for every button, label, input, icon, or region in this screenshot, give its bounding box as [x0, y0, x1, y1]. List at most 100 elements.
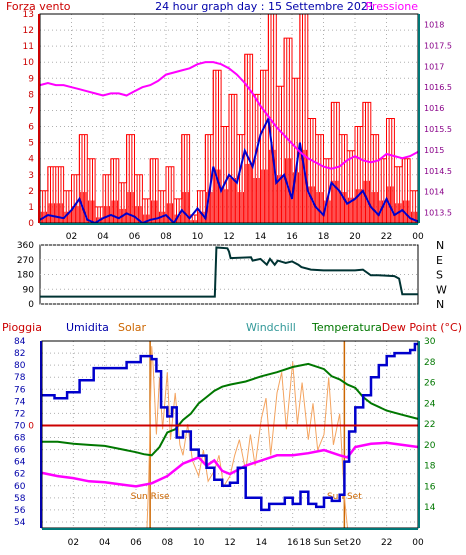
wind-direction-line [40, 246, 418, 298]
y-tick-label-pressure: 1015.5 [424, 125, 452, 134]
y-tick-label-humidity: 68 [14, 434, 26, 444]
y-tick-label-humidity: 76 [14, 385, 26, 395]
y-tick-label-wind: 7 [28, 106, 34, 116]
y-tick-label-pressure: 1017 [424, 62, 444, 71]
x-tick-label-bottom: 20 [350, 538, 362, 548]
temperature-label: Temperatura [311, 321, 382, 334]
y-tick-label-temperature: 20 [424, 441, 436, 451]
x-tick-label-bottom: 16 [287, 538, 299, 548]
x-tick-label-bottom: 10 [193, 538, 205, 548]
compass-label: N [436, 298, 444, 311]
y-tick-label-humidity: 84 [14, 337, 26, 347]
x-tick-label-top: 14 [255, 232, 267, 242]
x-tick-label-top: 02 [66, 232, 77, 242]
chart-title: 24 hour graph day : 15 Settembre 2021 [155, 0, 375, 13]
x-tick-label-bottom: 02 [68, 538, 79, 548]
y-tick-label-pressure: 1015 [424, 146, 444, 155]
x-tick-label-top: 04 [97, 232, 109, 242]
y-tick-label-pressure: 1014.5 [424, 167, 452, 176]
y-tick-label-direction: 360 [17, 241, 34, 251]
y-tick-label-humidity: 56 [14, 506, 26, 516]
x-tick-label-bottom: 08 [162, 538, 174, 548]
y-tick-label-direction: 180 [17, 271, 34, 281]
temperature-line [42, 362, 419, 457]
y-tick-label-wind: 0 [28, 219, 34, 229]
humidity-label: Umidita [66, 321, 109, 334]
y-tick-label-wind: 8 [28, 90, 34, 100]
y-tick-label-wind: 9 [28, 74, 34, 84]
y-tick-label-temperature: 26 [424, 379, 436, 389]
y-tick-label-pressure: 1016 [424, 104, 444, 113]
x-tick-label-bottom: 14 [256, 538, 268, 548]
y-tick-label-pressure: 1018 [424, 20, 444, 29]
x-tick-label-top: 18 [318, 232, 330, 242]
y-tick-label-humidity: 80 [14, 361, 26, 371]
x-tick-label-top: 20 [349, 232, 361, 242]
x-tick-label-bottom: 06 [130, 538, 142, 548]
humidity-line [42, 342, 418, 512]
solar-line [146, 346, 348, 529]
y-tick-label-humidity: 82 [14, 349, 25, 359]
y-tick-label-wind: 11 [23, 42, 34, 52]
y-tick-label-wind: 13 [23, 10, 34, 20]
rain-label: Pioggia [2, 321, 42, 334]
y-tick-label-humidity: 58 [14, 494, 26, 504]
x-tick-label-top: 00 [412, 232, 424, 242]
y-tick-label-humidity: 74 [14, 397, 26, 407]
pressure-label: Pressione [366, 0, 419, 13]
y-tick-label-pressure: 1016.5 [424, 83, 452, 92]
x-tick-label-top: 22 [381, 232, 392, 242]
compass-label: E [436, 254, 443, 267]
x-tick-label-top: 10 [192, 232, 204, 242]
y-tick-label-pressure: 1013.5 [424, 209, 452, 218]
windchill-label: Windchill [246, 321, 296, 334]
y-tick-label-wind: 1 [28, 203, 34, 213]
y-tick-label-humidity: 70 [14, 421, 26, 431]
x-tick-label-top: 12 [223, 232, 234, 242]
y-tick-label-temperature: 28 [424, 358, 436, 368]
x-tick-label-top: 06 [129, 232, 141, 242]
rain-axis-label: 0 [28, 421, 34, 431]
y-tick-label-wind: 3 [28, 171, 34, 181]
wind-average-line [39, 115, 419, 225]
x-tick-label-bottom: 04 [99, 538, 111, 548]
wind-force-line [40, 13, 418, 216]
y-tick-label-humidity: 66 [14, 446, 26, 456]
y-tick-label-temperature: 30 [424, 337, 436, 347]
compass-label: S [436, 269, 443, 282]
wind-force-label: Forza vento [6, 0, 71, 13]
y-tick-label-humidity: 60 [14, 482, 26, 492]
y-tick-label-humidity: 54 [14, 518, 26, 528]
pressure-line [39, 61, 419, 170]
y-tick-label-humidity: 62 [14, 470, 25, 480]
y-tick-label-temperature: 16 [424, 482, 436, 492]
compass-label: W [436, 283, 447, 296]
y-tick-label-humidity: 78 [14, 373, 26, 383]
x-tick-label-top: 08 [160, 232, 172, 242]
y-tick-label-direction: 0 [28, 300, 34, 310]
x-tick-label-bottom: 00 [412, 538, 424, 548]
y-tick-label-wind: 4 [28, 155, 34, 165]
dew-point-label: Dew Point (°C) [382, 321, 462, 334]
sun-marker-label: Sun Rise [131, 492, 170, 502]
y-tick-label-wind: 12 [23, 26, 34, 36]
y-tick-label-humidity: 64 [14, 458, 26, 468]
y-tick-label-temperature: 24 [424, 399, 436, 409]
y-tick-label-temperature: 18 [424, 462, 436, 472]
x-tick-label-bottom: 18 Sun Set [299, 538, 349, 548]
y-tick-label-wind: 5 [28, 139, 34, 149]
solar-label: Solar [118, 321, 147, 334]
y-tick-label-wind: 10 [23, 58, 35, 68]
compass-label: N [436, 239, 444, 252]
y-tick-label-pressure: 1017.5 [424, 41, 452, 50]
x-tick-label-bottom: 22 [381, 538, 392, 548]
chart-marks: 0123456789101112131013.510141014.5101510… [14, 10, 452, 548]
y-tick-label-wind: 2 [28, 187, 34, 197]
y-tick-label-direction: 90 [23, 285, 35, 295]
y-tick-label-temperature: 14 [424, 503, 436, 513]
y-tick-label-temperature: 22 [424, 420, 435, 430]
dew-point-line [41, 441, 419, 488]
y-tick-label-wind: 6 [28, 123, 34, 133]
y-tick-label-humidity: 72 [14, 409, 25, 419]
